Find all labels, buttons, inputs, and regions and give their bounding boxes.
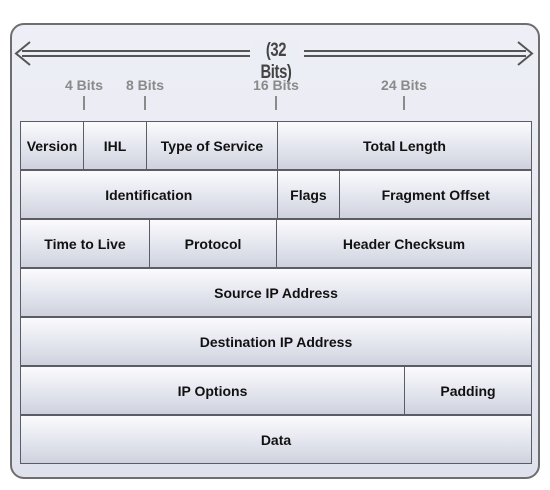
tick-mark-16-bits xyxy=(275,96,277,110)
header-row-6: IP Options Padding xyxy=(20,366,532,415)
field-header-checksum: Header Checksum xyxy=(276,219,532,268)
tick-label-16-bits: 16 Bits xyxy=(253,77,299,93)
field-ip-options: IP Options xyxy=(20,366,405,415)
header-row-1: Version IHL Type of Service Total Length xyxy=(20,121,532,170)
field-ihl: IHL xyxy=(83,121,147,170)
field-data: Data xyxy=(20,415,532,464)
field-time-to-live: Time to Live xyxy=(20,219,150,268)
field-version: Version xyxy=(20,121,84,170)
tick-label-4-bits: 4 Bits xyxy=(64,77,104,93)
width-arrow xyxy=(14,41,534,66)
width-label: (32 Bits) xyxy=(252,40,300,84)
field-source-ip-address: Source IP Address xyxy=(20,268,532,317)
field-total-length: Total Length xyxy=(277,121,532,170)
field-identification: Identification xyxy=(20,170,278,219)
tick-mark-24-bits xyxy=(403,96,405,110)
tick-label-8-bits: 8 Bits xyxy=(125,77,165,93)
field-padding: Padding xyxy=(404,366,532,415)
header-row-2: Identification Flags Fragment Offset xyxy=(20,170,532,219)
field-fragment-offset: Fragment Offset xyxy=(339,170,532,219)
header-row-3: Time to Live Protocol Header Checksum xyxy=(20,219,532,268)
field-type-of-service: Type of Service xyxy=(146,121,278,170)
field-destination-ip-address: Destination IP Address xyxy=(20,317,532,366)
tick-mark-4-bits xyxy=(83,96,85,110)
header-row-4: Source IP Address xyxy=(20,268,532,317)
tick-mark-8-bits xyxy=(144,96,146,110)
field-flags: Flags xyxy=(276,170,341,219)
field-protocol: Protocol xyxy=(149,219,277,268)
tick-label-24-bits: 24 Bits xyxy=(381,77,427,93)
header-row-5: Destination IP Address xyxy=(20,317,532,366)
header-row-7: Data xyxy=(20,415,532,464)
